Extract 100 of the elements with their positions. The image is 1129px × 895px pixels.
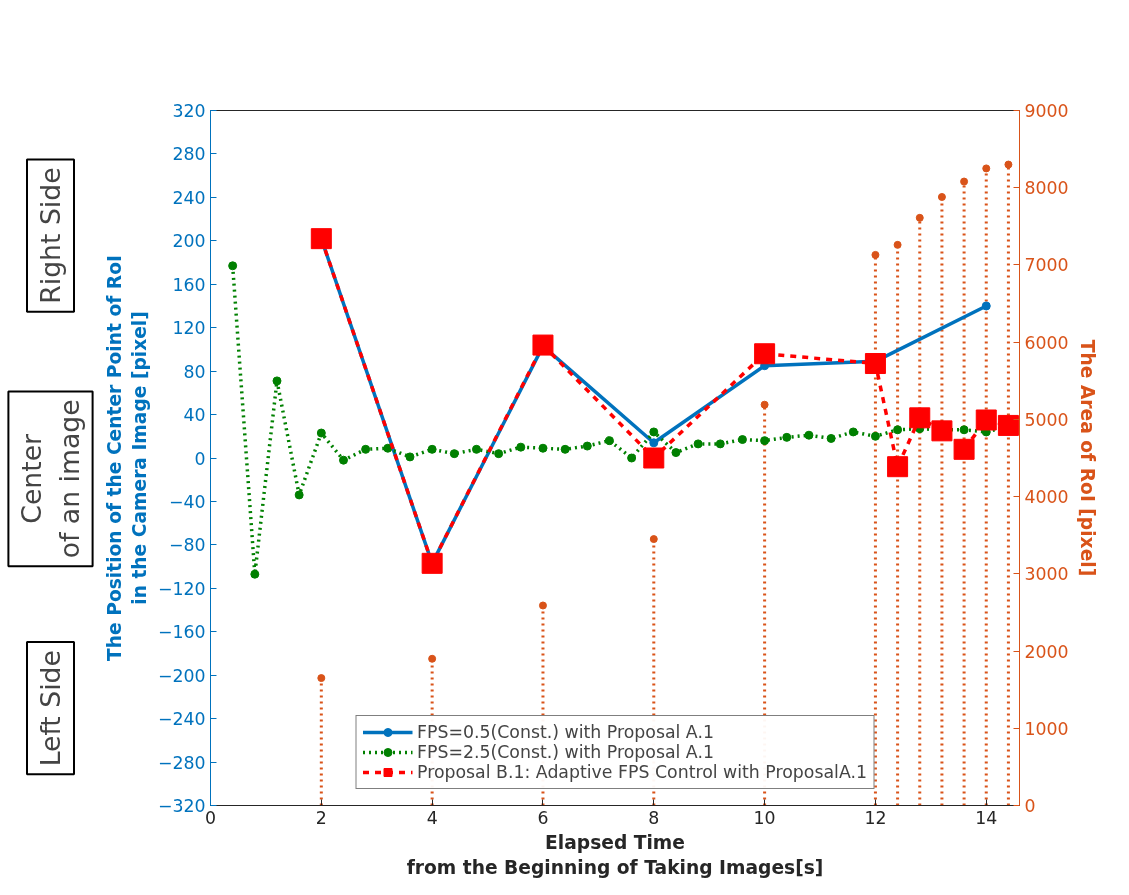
point (560, 444, 570, 454)
y-tick-label: 240 (172, 187, 206, 208)
point (272, 376, 282, 386)
point (887, 456, 909, 478)
point (975, 409, 997, 431)
point (959, 425, 969, 435)
point (997, 414, 1019, 436)
point (754, 343, 776, 365)
y2-axis-title: The Area of RoI [pixel] (1076, 339, 1098, 577)
point (538, 443, 548, 453)
y-tick-label: 280 (172, 144, 206, 165)
point (848, 427, 858, 437)
point (649, 427, 659, 437)
x-tick-label: 10 (753, 807, 776, 828)
point (228, 261, 238, 271)
legend-label: FPS=2.5(Const.) with Proposal A.1 (417, 742, 714, 762)
y2-tick-label: 3000 (1024, 564, 1069, 585)
y-tick-label: 40 (183, 405, 206, 426)
y-tick-label: −40 (168, 491, 206, 512)
y-tick-label: 120 (172, 318, 206, 339)
point (649, 535, 658, 544)
point (428, 654, 437, 663)
x-tick-label: 4 (426, 807, 438, 828)
point (310, 228, 332, 250)
point (953, 438, 975, 460)
point (604, 436, 614, 446)
y-tick-label: 0 (194, 448, 206, 469)
point (582, 441, 592, 451)
legend-label: FPS=0.5(Const.) with Proposal A.1 (417, 722, 714, 742)
point (960, 177, 969, 186)
point (294, 490, 304, 500)
y2-tick-label: 9000 (1024, 101, 1069, 121)
point (737, 435, 747, 445)
point (427, 444, 437, 454)
point (317, 674, 326, 683)
y-tick-label: −240 (157, 709, 206, 730)
point (871, 250, 880, 259)
point (981, 301, 991, 311)
point (1004, 160, 1013, 169)
point (909, 407, 931, 429)
point (671, 448, 681, 458)
point (760, 436, 770, 446)
point (516, 442, 526, 452)
x-tick-label: 8 (648, 807, 660, 828)
point (782, 432, 792, 442)
text: Center of an image (16, 399, 85, 559)
point (864, 353, 886, 375)
point (250, 569, 260, 579)
point (649, 438, 659, 448)
x-tick-label: 2 (315, 807, 327, 828)
point (383, 443, 393, 453)
y-tick-label: 160 (172, 274, 206, 295)
legend-label: Proposal B.1: Adaptive FPS Control with ProposalA.1 (417, 762, 867, 782)
point (494, 449, 504, 459)
point (532, 334, 554, 356)
x-tick-label: 14 (975, 807, 998, 828)
point (915, 213, 924, 222)
point (826, 433, 836, 443)
point (405, 452, 415, 462)
point (893, 240, 902, 249)
text: Left Side (35, 650, 66, 767)
y2-tick-label: 2000 (1024, 641, 1069, 662)
y-tick-label: 200 (172, 231, 206, 252)
point (715, 439, 725, 449)
y2-tick-label: 5000 (1024, 409, 1069, 430)
y2-tick-label: 6000 (1024, 332, 1069, 353)
point (338, 455, 348, 465)
y-tick-label: −280 (157, 752, 206, 773)
y-tick-label: 320 (172, 101, 206, 121)
y2-tick-label: 7000 (1024, 255, 1069, 276)
y2-tick-label: 8000 (1024, 178, 1069, 199)
point (870, 431, 880, 441)
point (693, 439, 703, 449)
point (421, 552, 443, 574)
text: Right Side (35, 167, 66, 304)
point (643, 447, 665, 469)
x-tick-label: 12 (864, 807, 887, 828)
point (931, 420, 953, 442)
point (538, 601, 547, 610)
y2-tick-label: 1000 (1024, 718, 1069, 739)
point (449, 449, 459, 459)
point (893, 425, 903, 435)
x-tick-label: 6 (537, 807, 549, 828)
point (760, 400, 769, 409)
y-tick-label: −200 (157, 665, 206, 686)
x-axis-title: Elapsed Time from the Beginning of Taking Images[s] (406, 831, 824, 878)
point (316, 428, 326, 438)
point (627, 453, 637, 463)
point (471, 444, 481, 454)
y-tick-label: −120 (157, 578, 206, 599)
point (937, 193, 946, 201)
y-axis-title: The Position of the Center Point of RoI in the Camera Image [pixel] (103, 255, 150, 661)
y2-tick-label: 4000 (1024, 487, 1069, 508)
y-tick-label: −160 (157, 622, 206, 643)
point (361, 444, 371, 454)
y-tick-label: −320 (157, 796, 206, 816)
point (982, 164, 991, 173)
y-tick-label: −80 (168, 535, 206, 556)
y-tick-label: 80 (183, 361, 206, 382)
point (804, 430, 814, 440)
